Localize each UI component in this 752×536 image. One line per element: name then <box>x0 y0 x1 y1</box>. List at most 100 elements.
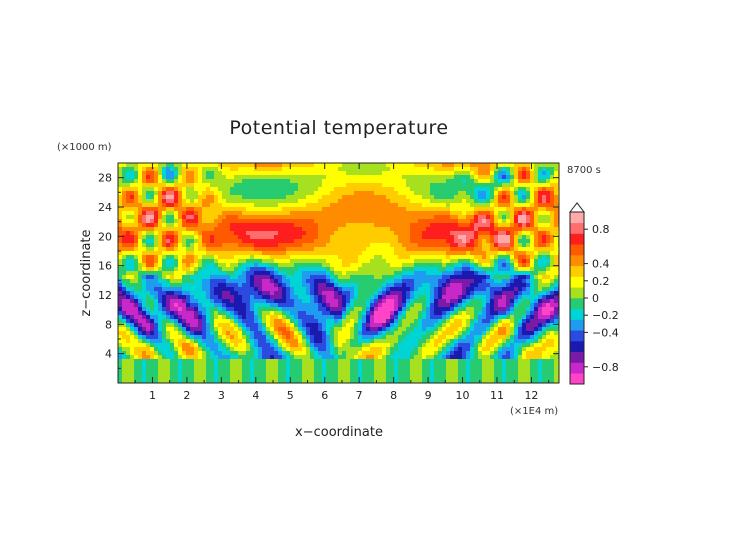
heatmap-cell <box>438 323 443 328</box>
heatmap-cell <box>222 239 227 244</box>
heatmap-cell <box>174 303 179 308</box>
heatmap-cell <box>294 235 299 240</box>
heatmap-cell <box>462 291 467 296</box>
heatmap-cell <box>410 259 415 264</box>
heatmap-cell <box>118 187 123 192</box>
heatmap-cell <box>406 231 411 236</box>
heatmap-cell <box>466 243 471 248</box>
heatmap-cell <box>282 243 287 248</box>
heatmap-cell <box>434 227 439 232</box>
heatmap-cell <box>350 307 355 312</box>
heatmap-cell <box>454 315 459 320</box>
heatmap-cell <box>182 163 187 168</box>
heatmap-cell <box>438 227 443 232</box>
heatmap-cell <box>410 279 415 284</box>
heatmap-cell <box>394 303 399 308</box>
heatmap-cell <box>550 231 555 236</box>
heatmap-cell <box>282 287 287 292</box>
heatmap-cell <box>238 215 243 220</box>
heatmap-cell <box>534 291 539 296</box>
heatmap-cell <box>306 235 311 240</box>
heatmap-cell <box>250 195 255 200</box>
heatmap-cell <box>322 311 327 316</box>
heatmap-cell <box>438 179 443 184</box>
heatmap-cell <box>482 283 487 288</box>
heatmap-cell <box>362 299 367 304</box>
heatmap-cell <box>346 303 351 308</box>
heatmap-cell <box>330 251 335 256</box>
heatmap-cell <box>394 167 399 172</box>
heatmap-cell <box>306 231 311 236</box>
heatmap-cell <box>138 207 143 212</box>
heatmap-cell <box>518 303 523 308</box>
heatmap-cell <box>518 255 523 260</box>
heatmap-cell <box>366 335 371 340</box>
heatmap-cell <box>398 287 403 292</box>
heatmap-cell <box>506 279 511 284</box>
heatmap-cell <box>370 203 375 208</box>
heatmap-cell <box>318 287 323 292</box>
heatmap-cell <box>466 303 471 308</box>
heatmap-cell <box>154 315 159 320</box>
heatmap-cell <box>282 171 287 176</box>
heatmap-cell <box>374 171 379 176</box>
heatmap-cell <box>242 271 247 276</box>
heatmap-cell <box>302 203 307 208</box>
heatmap-cell <box>318 171 323 176</box>
heatmap-cell <box>330 207 335 212</box>
heatmap-cell <box>478 215 483 220</box>
heatmap-cell <box>170 235 175 240</box>
heatmap-cell <box>206 243 211 248</box>
heatmap-cell <box>394 283 399 288</box>
heatmap-cell <box>202 247 207 252</box>
heatmap-cell <box>258 191 263 196</box>
heatmap-cell <box>442 211 447 216</box>
heatmap-cell <box>526 167 531 172</box>
heatmap-cell <box>206 215 211 220</box>
heatmap-cell <box>322 191 327 196</box>
heatmap-cell <box>374 179 379 184</box>
heatmap-cell <box>194 311 199 316</box>
heatmap-cell <box>458 279 463 284</box>
heatmap-cell <box>374 211 379 216</box>
heatmap-cell <box>490 207 495 212</box>
heatmap-cell <box>130 323 135 328</box>
heatmap-cell <box>190 275 195 280</box>
heatmap-cell <box>482 299 487 304</box>
heatmap-cell <box>278 211 283 216</box>
heatmap-cell <box>434 251 439 256</box>
heatmap-cell <box>150 175 155 180</box>
heatmap-cell <box>194 267 199 272</box>
heatmap-cell <box>526 315 531 320</box>
heatmap-cell <box>222 215 227 220</box>
heatmap-cell <box>134 167 139 172</box>
heatmap-cell <box>162 215 167 220</box>
heatmap-cell <box>278 243 283 248</box>
heatmap-cell <box>402 235 407 240</box>
heatmap-cell <box>162 287 167 292</box>
heatmap-cell <box>278 207 283 212</box>
heatmap-cell <box>378 275 383 280</box>
heatmap-cell <box>370 259 375 264</box>
heatmap-cell <box>134 183 139 188</box>
heatmap-cell <box>258 207 263 212</box>
heatmap-cell <box>134 179 139 184</box>
heatmap-cell <box>446 223 451 228</box>
heatmap-cell <box>318 259 323 264</box>
heatmap-cell <box>410 255 415 260</box>
heatmap-cell <box>154 163 159 168</box>
heatmap-cell <box>294 203 299 208</box>
heatmap-cell <box>474 211 479 216</box>
heatmap-cell <box>246 223 251 228</box>
heatmap-cell <box>394 287 399 292</box>
heatmap-cell <box>330 243 335 248</box>
heatmap-cell <box>522 187 527 192</box>
heatmap-cell <box>310 195 315 200</box>
heatmap-cell <box>258 231 263 236</box>
heatmap-cell <box>306 323 311 328</box>
heatmap-cell <box>294 195 299 200</box>
heatmap-cell <box>154 215 159 220</box>
heatmap-cell <box>350 187 355 192</box>
heatmap-cell <box>158 235 163 240</box>
heatmap-cell <box>186 275 191 280</box>
